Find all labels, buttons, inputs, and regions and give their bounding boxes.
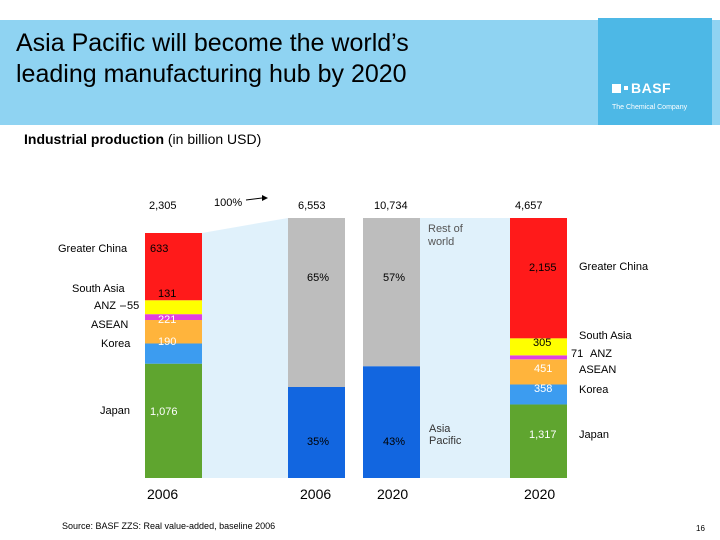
legend-left-korea: Korea (101, 338, 131, 350)
legend-left-south-asia: South Asia (72, 283, 125, 295)
value-2020-korea: 358 (534, 383, 553, 395)
bar-0-anz (145, 314, 202, 321)
total-2020-world: 10,734 (374, 200, 408, 212)
subtitle-unit: (in billion USD) (164, 131, 262, 147)
bar-2-rest-of-world-share (363, 218, 420, 367)
bar-0-greater-china (145, 233, 202, 301)
legend-right-korea: Korea (579, 384, 609, 396)
subtitle-bold: Industrial production (24, 131, 164, 147)
total-2006-asia: 2,305 (149, 200, 177, 212)
bar-3-anz (510, 355, 567, 360)
rest-of-world-line2: world (428, 236, 455, 248)
bar-2-asia-pacific-share (363, 366, 420, 478)
logo-wordmark: BASF (631, 80, 672, 96)
pct-2020-rest: 57% (383, 272, 406, 284)
legend-right-anz-value: 71 (571, 348, 584, 360)
year-label-2006-world: 2006 (300, 486, 332, 502)
connector-right (420, 218, 510, 478)
asia-pacific-line1: Asia (429, 423, 451, 435)
pct-2020-asia-pacific: 43% (383, 436, 406, 448)
legend-left-anz: ANZ (94, 300, 116, 312)
total-2006-world: 6,553 (298, 200, 326, 212)
pct-arrow-head (262, 195, 268, 201)
bar-0-japan (145, 363, 202, 478)
year-label-2020-world: 2020 (377, 486, 409, 502)
value-2006-greater-china: 633 (150, 243, 169, 255)
value-2020-south-asia: 305 (533, 337, 552, 349)
basf-logo (598, 18, 712, 125)
bar-3-south-asia (510, 338, 567, 356)
title-line-1: Asia Pacific will become the world’s (16, 29, 409, 57)
rest-of-world-line1: Rest of (428, 223, 463, 235)
title-line-2: leading manufacturing hub by 2020 (16, 60, 407, 88)
year-label-2006-asia: 2006 (147, 486, 179, 502)
legend-left-anz-value: 55 (127, 300, 140, 312)
source-note: Source: BASF ZZS: Real value-added, base… (62, 521, 276, 531)
legend-left-japan: Japan (100, 405, 130, 417)
logo-tagline: The Chemical Company (612, 104, 688, 111)
bar-3-greater-china (510, 218, 567, 339)
pct-arrow-line (245, 197, 263, 201)
value-2020-japan: 1,317 (529, 429, 557, 441)
value-2006-south-asia: 131 (158, 288, 177, 300)
logo-dot-icon (624, 86, 628, 90)
bar-1-asia-pacific-share (288, 387, 345, 478)
header-divider (0, 18, 720, 20)
legend-right-asean: ASEAN (579, 364, 617, 376)
pct-arrow-label: 100% (214, 197, 243, 209)
logo-square-icon (612, 84, 621, 93)
value-2006-korea: 190 (158, 336, 177, 348)
pct-2006-asia-pacific: 35% (307, 436, 330, 448)
bar-0-asean (145, 320, 202, 344)
value-2020-asean: 451 (534, 363, 553, 375)
legend-right-south-asia: South Asia (579, 330, 632, 342)
chart-subtitle: Industrial production (in billion USD) (24, 131, 261, 147)
connector-left (202, 218, 288, 478)
value-2006-japan: 1,076 (150, 406, 178, 418)
page-number: 16 (696, 524, 705, 533)
bar-1-rest-of-world-share (288, 218, 345, 387)
bar-0-korea (145, 343, 202, 364)
bar-0-south-asia (145, 300, 202, 315)
legend-right-japan: Japan (579, 429, 609, 441)
page-title: Asia Pacific will become the world’s lea… (16, 28, 576, 90)
total-2020-asia: 4,657 (515, 200, 543, 212)
legend-left-asean: ASEAN (91, 319, 129, 331)
pct-2006-rest: 65% (307, 272, 330, 284)
asia-pacific-line2: Pacific (429, 435, 462, 447)
legend-right-anz: ANZ (590, 348, 612, 360)
value-2006-asean: 221 (158, 314, 177, 326)
legend-right-greater-china: Greater China (579, 261, 649, 273)
value-2020-greater-china: 2,155 (529, 262, 557, 274)
legend-left-greater-china: Greater China (58, 243, 128, 255)
bar-3-asean (510, 359, 567, 385)
bar-3-japan (510, 404, 567, 478)
bar-3-korea (510, 384, 567, 405)
year-label-2020-asia: 2020 (524, 486, 556, 502)
